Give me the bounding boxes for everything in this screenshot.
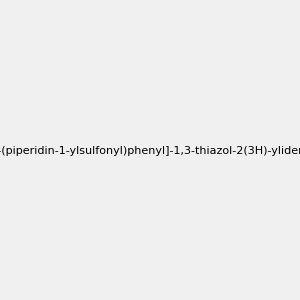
Text: N-[(2Z)-3-ethyl-4-[4-(piperidin-1-ylsulfonyl)phenyl]-1,3-thiazol-2(3H)-ylidene]-: N-[(2Z)-3-ethyl-4-[4-(piperidin-1-ylsulf… [0,146,300,157]
